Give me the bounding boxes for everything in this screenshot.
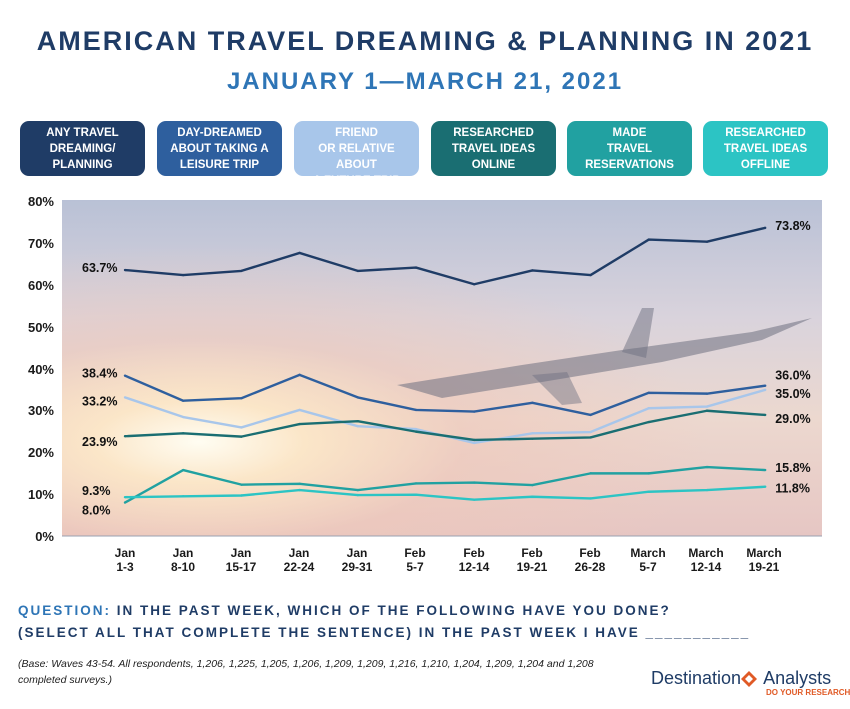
legend-line: TRAVEL [606,142,653,155]
x-tick-days: 26-28 [574,560,606,574]
legend-item-made-reservations: MADE TRAVEL RESERVATIONS [567,121,692,176]
legend-item-day-dreamed: DAY-DREAMED ABOUT TAKING A LEISURE TRIP [157,121,282,176]
legend-line: MADE [612,126,647,139]
brand-diamond-icon [741,671,757,687]
x-tick: Jan 15-17 [209,546,273,574]
legend-item-talked-to-friend: TALKED TO A FRIEND OR RELATIVE ABOUT A FUT… [294,111,419,187]
x-tick: Feb 19-21 [500,546,564,574]
legend-line: DREAMING/ [49,142,116,155]
x-tick: Jan 1-3 [93,546,157,574]
x-tick-month: March [688,546,724,560]
chart-subtitle: JANUARY 1—MARCH 21, 2021 [226,68,624,95]
x-tick: Jan 29-31 [325,546,389,574]
x-tick: Feb 5-7 [383,546,447,574]
x-tick-month: March [630,546,666,560]
y-tick: 80% [27,194,54,209]
x-tick-month: Jan [172,546,194,560]
y-tick: 10% [27,487,54,502]
legend-line: RESEARCHED [453,126,534,139]
x-tick-days: 29-31 [341,560,373,574]
legend-line: A FUTURE TRIP [312,174,401,187]
question-line-1: QUESTION: IN THE PAST WEEK, WHICH OF THE… [18,603,671,618]
chart-title: AMERICAN TRAVEL DREAMING & PLANNING IN 2… [36,26,814,56]
x-tick-month: March [746,546,782,560]
x-tick-days: 5-7 [406,560,424,574]
x-tick: March 19-21 [732,546,796,574]
x-tick-month: Feb [521,546,543,560]
y-tick: 60% [27,278,54,293]
y-tick: 40% [27,362,54,377]
x-tick-month: Feb [579,546,601,560]
legend-item-researched-online: RESEARCHED TRAVEL IDEAS ONLINE [431,121,556,176]
x-tick-days: 15-17 [225,560,257,574]
x-tick-days: 12-14 [458,560,490,574]
x-tick: Jan 8-10 [151,546,215,574]
legend-line: RESEARCHED [725,126,806,139]
brand-left: Destination [651,668,742,688]
question-label: QUESTION: [18,603,112,618]
brand-right: Analysts [763,668,832,688]
x-tick-days: 22-24 [283,560,315,574]
x-tick-month: Jan [230,546,252,560]
base-note: (Base: Waves 43-54. All respondents, 1,2… [18,658,594,686]
x-tick: March 12-14 [674,546,738,574]
x-tick-days: 19-21 [516,560,548,574]
airplane-image [397,308,812,405]
brand-logo: Destination Analysts [651,668,831,689]
x-tick-month: Feb [463,546,485,560]
legend-line: OR RELATIVE ABOUT [318,142,395,171]
legend-line: TALKED TO A FRIEND [318,110,395,139]
y-tick: 50% [27,320,54,335]
legend-line: ABOUT TAKING A [170,142,269,155]
legend-line: PLANNING [52,158,113,171]
x-tick-month: Jan [288,546,310,560]
x-tick-days: 1-3 [116,560,134,574]
legend-line: DAY-DREAMED [177,126,262,139]
y-tick: 20% [27,445,54,460]
question-text: IN THE PAST WEEK, WHICH OF THE FOLLOWING… [116,603,671,618]
x-tick-days: 12-14 [690,560,722,574]
legend-line: RESERVATIONS [585,158,674,171]
brand-tagline: DO YOUR RESEARCH [766,688,850,697]
legend-line: TRAVEL IDEAS [723,142,808,155]
x-tick-days: 5-7 [639,560,657,574]
x-tick-days: 19-21 [748,560,780,574]
x-tick-days: 8-10 [170,560,196,574]
legend-item-researched-offline: RESEARCHED TRAVEL IDEAS OFFLINE [703,121,828,176]
legend-line: ONLINE [471,158,516,171]
y-tick: 70% [27,236,54,251]
legend-line: OFFLINE [740,158,791,171]
x-tick-month: Feb [404,546,426,560]
x-tick-month: Jan [346,546,368,560]
legend-line: TRAVEL IDEAS [451,142,536,155]
x-tick: Feb 26-28 [558,546,622,574]
question-line-2: (SELECT ALL THAT COMPLETE THE SENTENCE) … [18,625,751,640]
plot-background [62,200,822,536]
y-tick: 30% [27,403,54,418]
legend-line: LEISURE TRIP [179,158,260,171]
legend-line: ANY TRAVEL [46,126,119,139]
x-tick: Feb 12-14 [442,546,506,574]
x-tick: Jan 22-24 [267,546,331,574]
x-tick: March 5-7 [616,546,680,574]
legend-item-any-travel: ANY TRAVEL DREAMING/PLANNING [20,121,145,176]
y-tick: 0% [35,529,54,544]
x-tick-month: Jan [114,546,136,560]
